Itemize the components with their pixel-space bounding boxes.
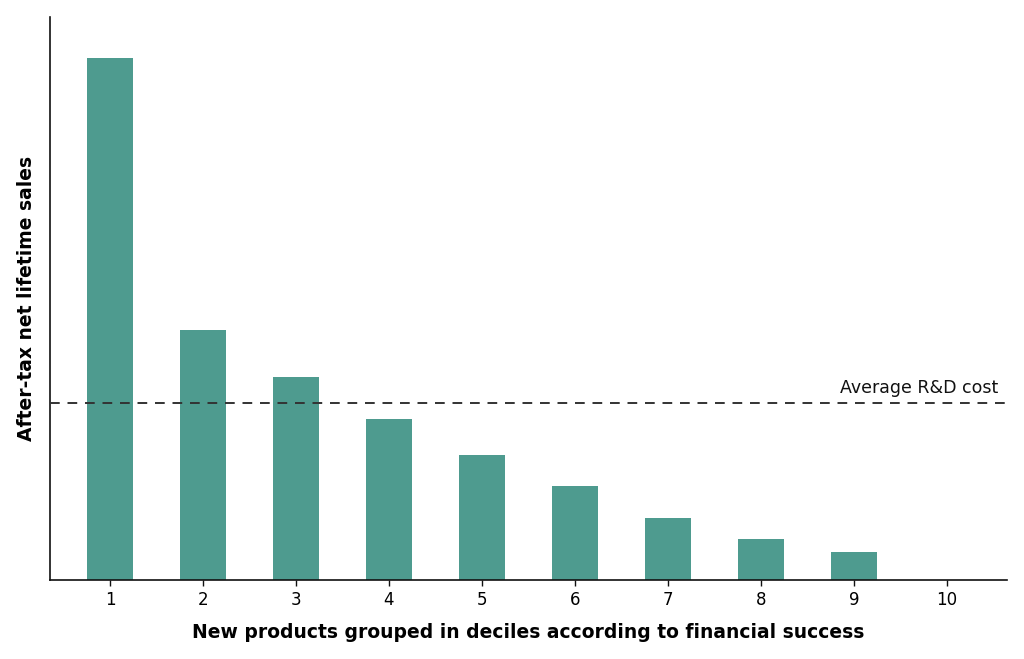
Bar	[180, 330, 226, 581]
Bar	[645, 518, 691, 581]
Bar	[459, 455, 505, 581]
Y-axis label: After-tax net lifetime sales: After-tax net lifetime sales	[16, 156, 36, 441]
Bar	[272, 377, 319, 581]
Bar	[87, 59, 133, 581]
Bar	[552, 486, 598, 581]
Bar	[737, 538, 784, 581]
Bar	[366, 418, 413, 581]
Bar	[830, 552, 878, 581]
Text: Average R&D cost: Average R&D cost	[840, 379, 998, 397]
X-axis label: New products grouped in deciles according to financial success: New products grouped in deciles accordin…	[193, 623, 864, 643]
